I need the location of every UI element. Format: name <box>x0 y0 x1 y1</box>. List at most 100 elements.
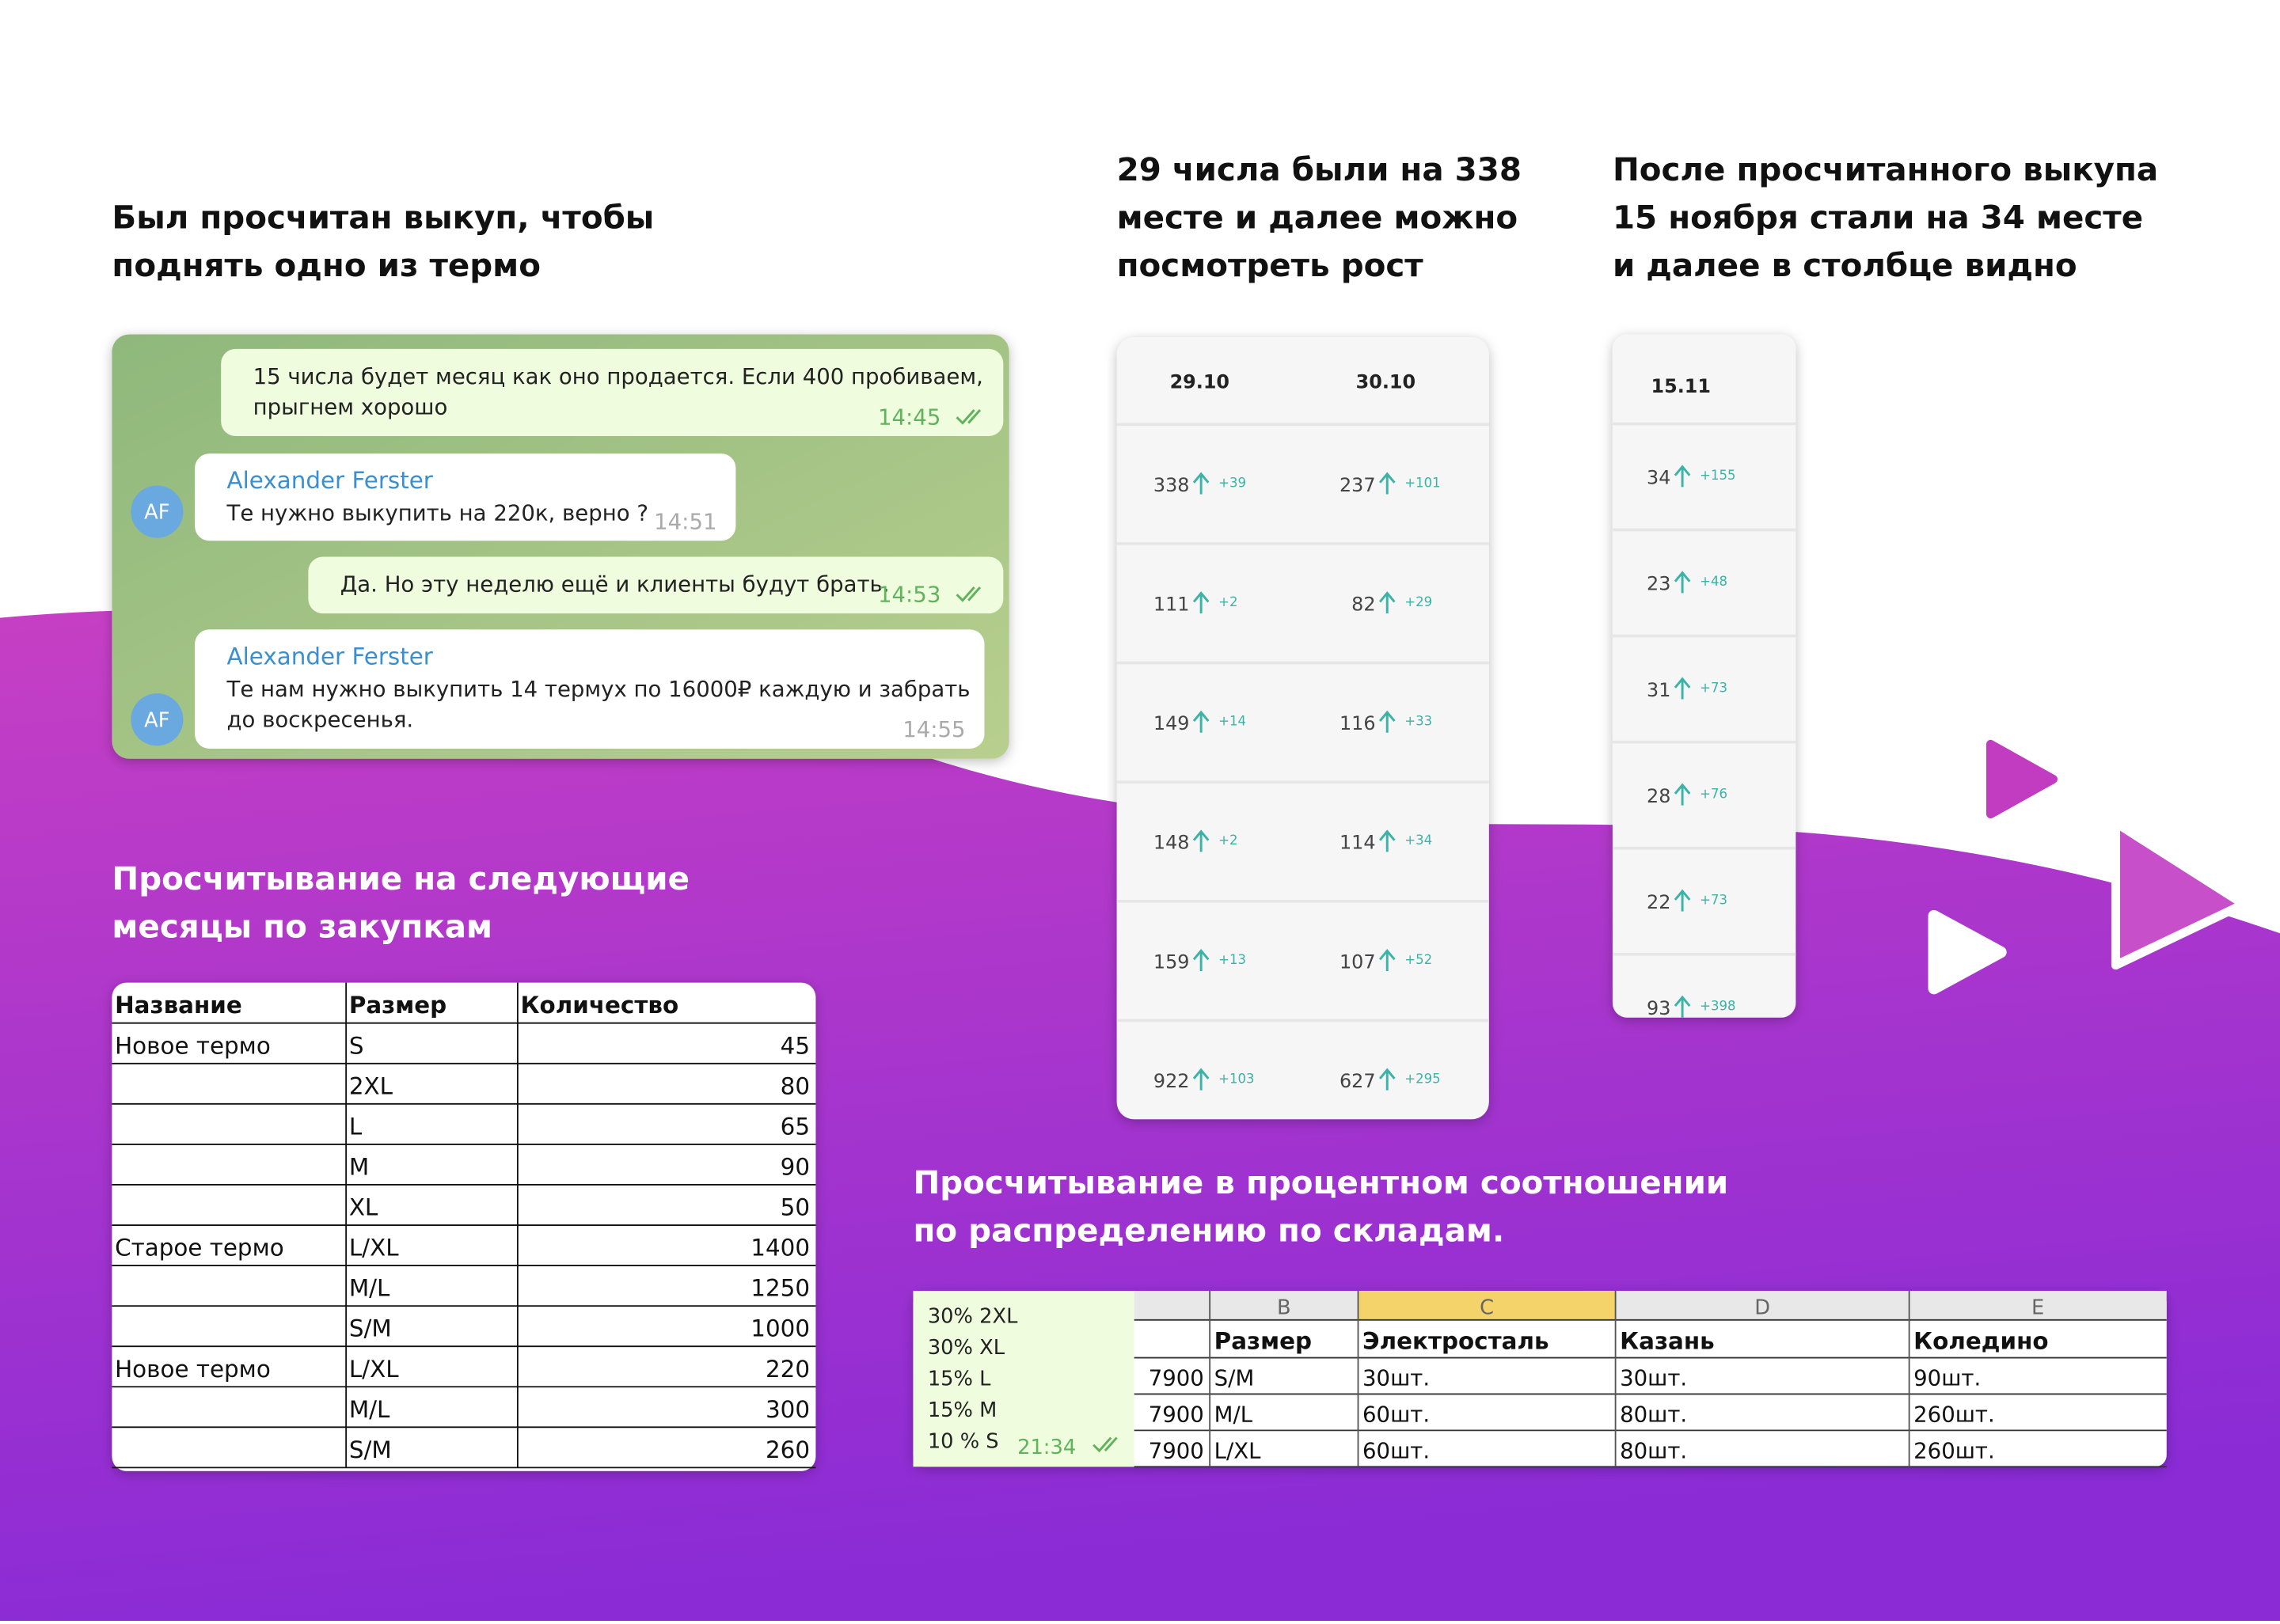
message-text: 30% 2XL <box>928 1304 1018 1328</box>
rank-delta: +14 <box>1218 714 1246 729</box>
rank-delta: +295 <box>1404 1071 1440 1086</box>
table-cell: M/L <box>1214 1402 1253 1427</box>
rank-delta: +2 <box>1218 594 1237 609</box>
table-cell: 7900 <box>1149 1402 1204 1427</box>
rank-table-card <box>1612 334 1796 1018</box>
message-text: 15% M <box>928 1398 997 1422</box>
table-cell: S/M <box>1214 1365 1255 1391</box>
rank: 111 <box>1153 593 1190 615</box>
heading: месяцы по закупкам <box>112 908 492 946</box>
up-arrow <box>1192 710 1210 733</box>
message-time: 14:51 <box>654 510 716 535</box>
purchase-table-card <box>112 982 816 1471</box>
rank-delta: +13 <box>1218 952 1246 967</box>
heading: Просчитывание в процентном соотношении <box>913 1163 1728 1201</box>
rank-table: 34 +155 23 +48 31 +73 28 +76 22 +73 93 +398 <box>1612 422 1796 1018</box>
rank: 28 <box>1647 785 1670 807</box>
avatar <box>131 693 184 746</box>
column-letter: D <box>1754 1296 1770 1319</box>
up-arrow <box>1674 889 1691 912</box>
table-cell: 300 <box>766 1396 810 1423</box>
avatar-initials: AF <box>144 501 169 525</box>
table-cell: 60шт. <box>1362 1438 1430 1463</box>
table-cell: Новое термо <box>115 1032 271 1059</box>
table-cell: Новое термо <box>115 1356 271 1383</box>
table-cell: 50 <box>781 1194 810 1221</box>
column-header: 29.10 <box>1170 370 1229 393</box>
rank-delta: +2 <box>1218 833 1237 848</box>
table-header: Размер <box>1214 1328 1312 1355</box>
table-cell: 260 <box>766 1436 810 1463</box>
message-text: прыгнем хорошо <box>253 394 448 419</box>
rank-table-card <box>1116 337 1489 1120</box>
table-header: Название <box>115 992 242 1019</box>
table-cell: L/XL <box>349 1235 399 1262</box>
up-arrow <box>1378 472 1396 495</box>
table-cell: 220 <box>766 1356 810 1383</box>
rank: 31 <box>1647 679 1670 701</box>
up-arrow <box>1378 591 1396 614</box>
table-cell: L/XL <box>349 1356 399 1383</box>
table-cell: S <box>349 1032 364 1059</box>
up-arrow <box>1192 948 1210 971</box>
message-time: 14:53 <box>878 582 940 607</box>
table-header: Размер <box>349 992 446 1019</box>
up-arrow <box>1674 783 1691 806</box>
table-cell: 30шт. <box>1620 1365 1687 1391</box>
table-cell: M/L <box>349 1275 390 1302</box>
rank-delta: +73 <box>1700 680 1727 695</box>
rank: 922 <box>1153 1070 1190 1092</box>
table-cell: L/XL <box>1214 1438 1261 1463</box>
rank-delta: +52 <box>1404 952 1432 967</box>
read-check <box>956 586 982 602</box>
heading: 29 числа были на 338 <box>1117 150 1522 188</box>
message-text: 15 числа будет месяц как оно продается. … <box>253 364 983 389</box>
column-letter-row <box>1134 1291 2167 1320</box>
table-cell: 60шт. <box>1362 1402 1430 1427</box>
column-letter: B <box>1277 1296 1291 1319</box>
rank-delta: +34 <box>1404 833 1432 848</box>
table-cell: 7900 <box>1149 1365 1204 1391</box>
avatar <box>131 485 184 538</box>
rank-table: 338 +39 237 +101 111 +2 82 +29 149 +14 116 +33 148 +2… <box>1116 423 1489 1092</box>
rank-delta: +76 <box>1700 786 1727 801</box>
play-icon <box>1928 909 2007 995</box>
heading: и далее в столбце видно <box>1613 246 2077 284</box>
message-text: Да. Но эту неделю ещё и клиенты будут бр… <box>340 572 890 598</box>
table-header: Коледино <box>1913 1328 2048 1355</box>
message-text: Те нам нужно выкупить 14 термух по 16000… <box>226 677 971 702</box>
message-time: 14:45 <box>878 404 940 430</box>
heading: месте и далее можно <box>1117 198 1518 236</box>
message-text: до воскресенья. <box>227 707 414 732</box>
sender-name: Alexander Ferster <box>227 467 434 494</box>
rank-delta: +29 <box>1404 594 1432 609</box>
warehouse-card <box>913 1291 2167 1467</box>
message-time: 14:55 <box>902 717 965 742</box>
column-letter: C <box>1480 1296 1494 1319</box>
up-arrow <box>1674 465 1691 488</box>
message-text: 15% L <box>928 1367 991 1391</box>
heading: Был просчитан выкуп, чтобы <box>112 198 654 236</box>
selected-column-letter <box>1358 1291 1616 1320</box>
column-header: 30.10 <box>1356 370 1416 393</box>
message-text: 10 % S <box>928 1429 999 1453</box>
avatar-initials: AF <box>144 708 169 732</box>
rank: 149 <box>1153 712 1190 734</box>
play-icon <box>2111 818 2248 970</box>
table-cell: 45 <box>781 1032 810 1059</box>
table-cell: 80шт. <box>1620 1438 1687 1463</box>
up-arrow <box>1674 995 1691 1018</box>
table-cell: 1400 <box>750 1235 810 1262</box>
heading: После просчитанного выкупа <box>1613 150 2158 188</box>
table-cell: S/M <box>349 1315 392 1342</box>
sender-name: Alexander Ferster <box>227 643 434 670</box>
rank-delta: +398 <box>1700 999 1735 1014</box>
table-cell: 90 <box>781 1153 810 1180</box>
up-arrow <box>1192 591 1210 614</box>
heading: посмотреть рост <box>1117 246 1424 284</box>
message-bubble <box>221 348 1004 437</box>
column-letter: E <box>2031 1296 2044 1319</box>
rank: 148 <box>1153 832 1190 854</box>
rank: 34 <box>1647 467 1670 489</box>
table-cell: 1000 <box>750 1315 810 1342</box>
